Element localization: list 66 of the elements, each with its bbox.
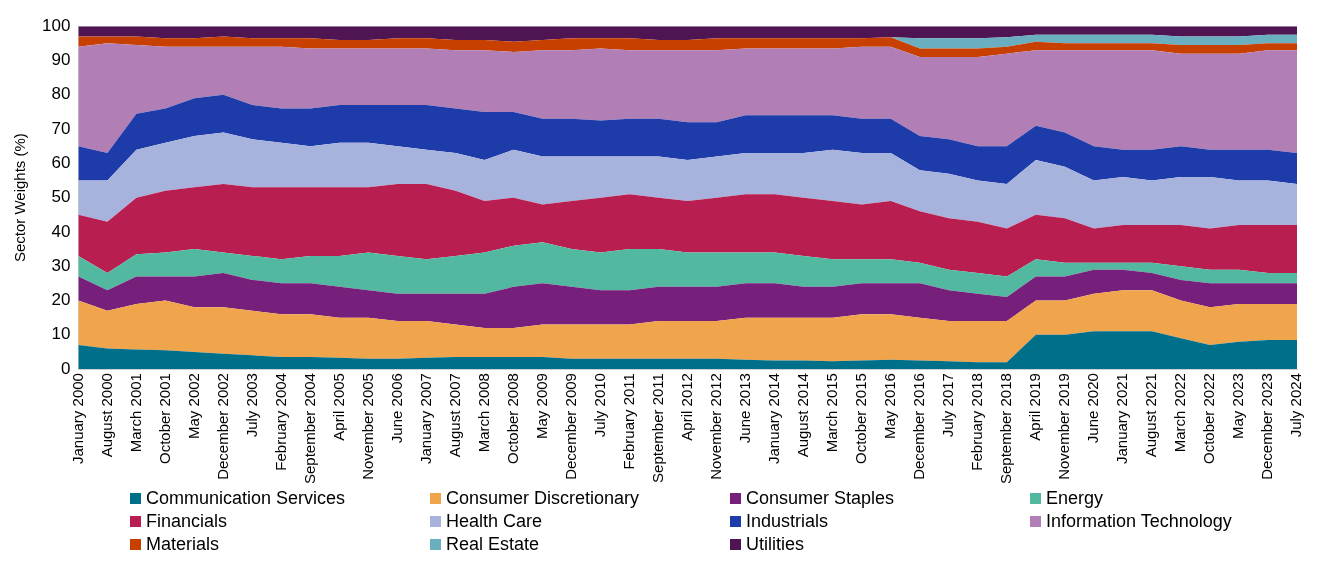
y-tick-label: 100 — [41, 15, 71, 35]
x-tick-label: April 2012 — [677, 373, 695, 441]
x-tick-label: November 2005 — [358, 373, 376, 480]
x-tick-label: November 2019 — [1055, 373, 1073, 480]
x-tick-label: March 2015 — [822, 373, 840, 453]
x-tick-label: April 2019 — [1026, 373, 1043, 441]
x-tick-label: March 2001 — [126, 373, 144, 453]
y-tick-label: 60 — [51, 153, 71, 173]
x-tick-label: December 2002 — [213, 373, 231, 480]
legend-label: Real Estate — [446, 534, 540, 555]
y-tick-label: 70 — [51, 118, 71, 138]
x-tick-label: September 2004 — [300, 373, 318, 485]
x-tick-label: October 2008 — [503, 373, 521, 464]
legend-label: Utilities — [746, 534, 805, 555]
x-tick-label: June 2020 — [1084, 373, 1102, 444]
x-tick-label: July 2017 — [938, 373, 956, 438]
x-tick-label: December 2009 — [561, 373, 579, 480]
y-tick-label: 30 — [51, 255, 71, 275]
x-tick-label: March 2022 — [1171, 373, 1189, 453]
legend-label: Materials — [146, 534, 220, 555]
y-tick-label: 80 — [51, 84, 71, 104]
x-tick-label: December 2023 — [1258, 373, 1276, 480]
x-tick-label: May 2009 — [532, 373, 550, 439]
x-tick-label: May 2023 — [1229, 373, 1247, 439]
legend-label: Financials — [146, 511, 228, 532]
x-tick-label: April 2005 — [329, 373, 347, 441]
x-tick-label: July 2010 — [590, 373, 608, 438]
y-tick-label: 50 — [51, 187, 71, 207]
legend-label: Information Technology — [1046, 511, 1232, 532]
x-tick-label: December 2016 — [909, 373, 927, 480]
legend-label: Communication Services — [146, 488, 346, 509]
x-tick-label: August 2000 — [97, 373, 115, 458]
x-tick-label: August 2014 — [793, 373, 811, 458]
legend-label: Industrials — [746, 511, 829, 532]
y-tick-label: 90 — [51, 50, 71, 70]
x-tick-label: August 2021 — [1142, 373, 1160, 458]
x-tick-label: January 2021 — [1113, 373, 1131, 464]
x-tick-label: June 2013 — [735, 373, 753, 444]
x-tick-label: October 2022 — [1200, 373, 1218, 464]
x-tick-label: January 2000 — [68, 373, 86, 464]
x-tick-label: February 2018 — [967, 373, 985, 471]
x-tick-label: October 2001 — [155, 373, 173, 464]
x-tick-label: January 2007 — [416, 373, 434, 464]
x-tick-label: May 2002 — [184, 373, 202, 439]
x-tick-label: August 2007 — [445, 373, 463, 458]
x-tick-label: January 2014 — [764, 373, 782, 464]
y-tick-label: 40 — [51, 221, 71, 241]
x-tick-label: February 2011 — [619, 373, 637, 470]
legend-label: Energy — [1046, 488, 1104, 509]
y-axis-title: Sector Weights (%) — [11, 133, 29, 263]
legend-label: Consumer Staples — [746, 488, 895, 509]
x-tick-label: September 2018 — [996, 373, 1014, 485]
y-tick-label: 20 — [51, 290, 71, 310]
x-tick-label: July 2003 — [242, 373, 260, 438]
x-tick-label: March 2008 — [474, 373, 492, 453]
legend-label: Consumer Discretionary — [446, 488, 640, 509]
y-tick-label: 0 — [60, 358, 71, 378]
x-tick-label: February 2004 — [271, 373, 289, 471]
y-tick-label: 10 — [51, 324, 71, 344]
x-tick-label: November 2012 — [706, 373, 724, 480]
legend-label: Health Care — [446, 511, 543, 532]
x-tick-label: June 2006 — [387, 373, 405, 444]
x-tick-label: September 2011 — [648, 373, 666, 483]
x-tick-label: May 2016 — [880, 373, 898, 439]
x-tick-label: October 2015 — [851, 373, 869, 464]
x-tick-label: July 2024 — [1287, 373, 1305, 438]
